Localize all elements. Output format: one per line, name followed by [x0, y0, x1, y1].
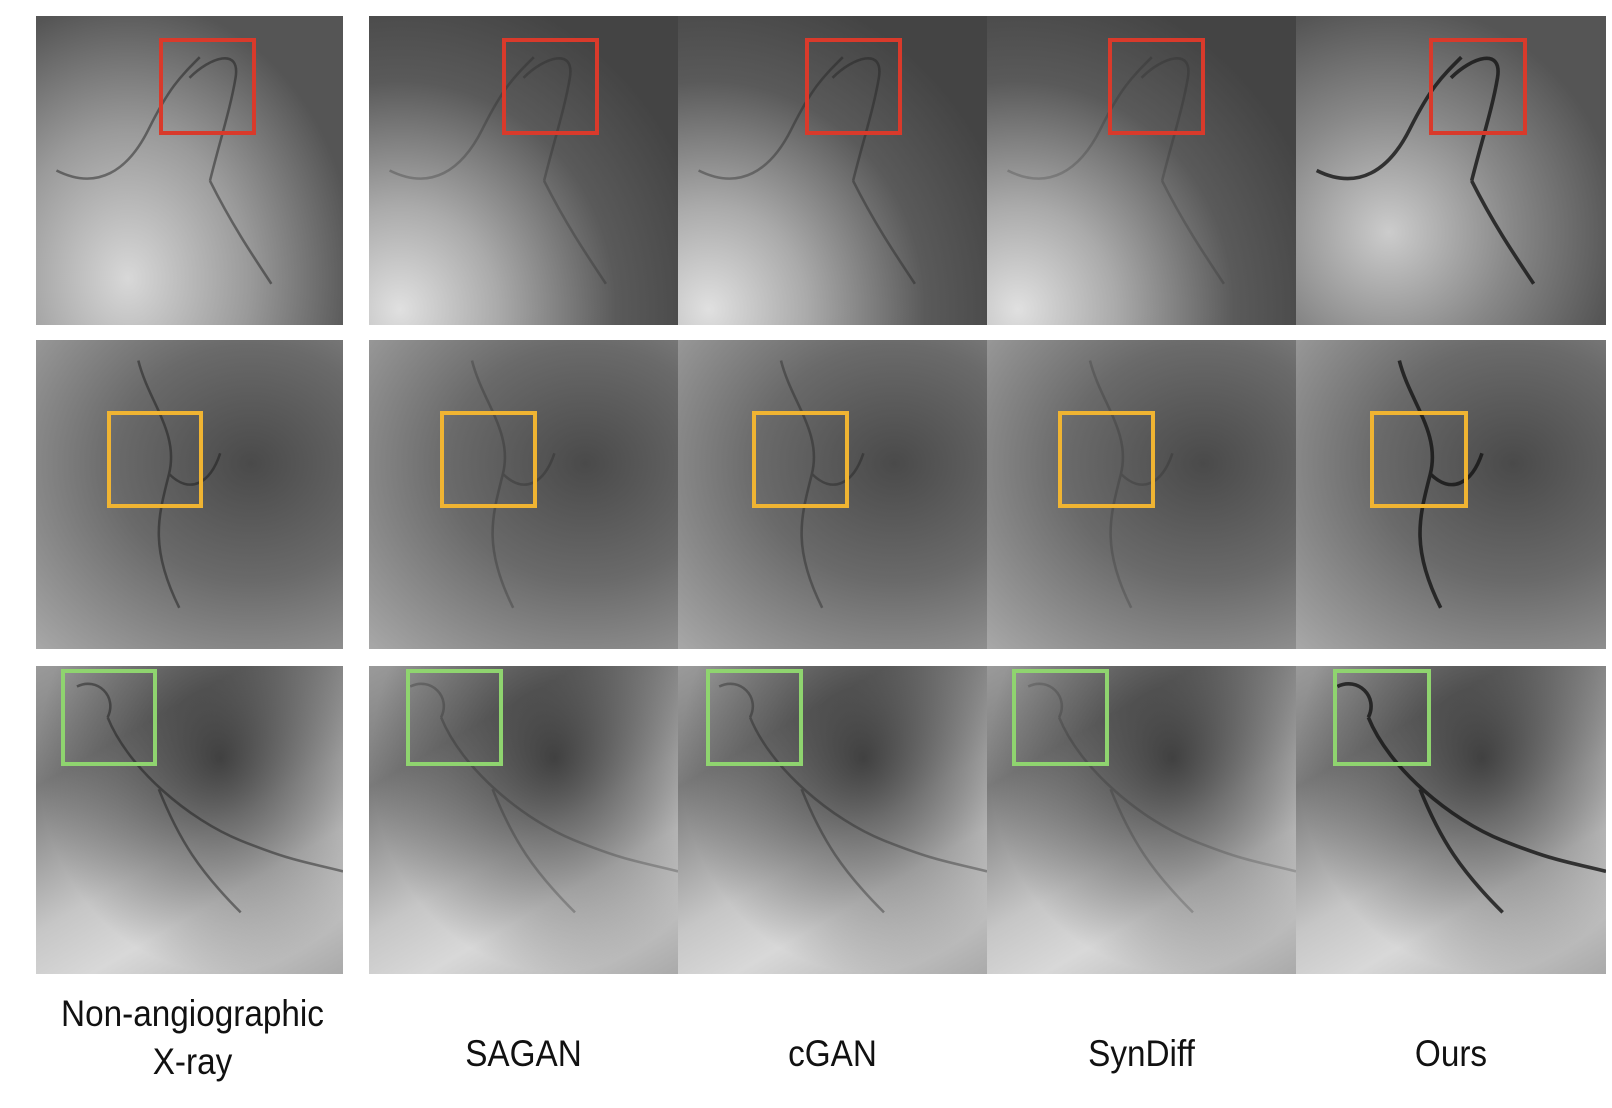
vessel-overlay: [137, 360, 222, 609]
vessel-path: [137, 360, 222, 609]
xray-panel-cgan-row-3: [678, 666, 987, 974]
region-highlight-box: [1370, 411, 1469, 509]
vessel-overlay: [1336, 682, 1606, 914]
region-highlight-box: [440, 411, 538, 509]
region-highlight-box: [158, 37, 256, 135]
vessel-overlay: [698, 56, 916, 285]
region-highlight-box: [1429, 37, 1527, 135]
xray-panel-sagan-row-3: [369, 666, 678, 974]
vessel-path: [470, 360, 556, 609]
vessel-overlay: [76, 682, 343, 914]
xray-panel-syndiff-row-1: [987, 16, 1296, 325]
region-highlight-box: [1011, 669, 1110, 767]
vessel-overlay: [470, 360, 556, 609]
vessel-path: [76, 682, 343, 914]
column-label-ours: Ours: [1414, 1033, 1488, 1074]
vessel-overlay: [1088, 360, 1174, 609]
region-highlight-box: [60, 669, 158, 767]
region-highlight-box: [705, 669, 804, 767]
xray-panel-ours-row-1: [1296, 16, 1606, 325]
xray-panel-input-row-1: [36, 16, 343, 325]
vessel-path: [1315, 55, 1536, 285]
vessel-path: [409, 682, 678, 914]
region-highlight-box: [501, 37, 600, 135]
vessel-path: [698, 56, 916, 285]
vessel-overlay: [1007, 56, 1225, 285]
vessel-overlay: [55, 56, 273, 285]
region-highlight-box: [804, 37, 903, 135]
vessel-path: [779, 360, 865, 609]
region-highlight-box: [752, 411, 850, 509]
region-highlight-box: [1333, 669, 1431, 767]
vessel-overlay: [718, 682, 987, 914]
vessel-path: [55, 56, 273, 285]
column-label-syndiff: SynDiff: [1088, 1033, 1195, 1074]
xray-panel-sagan-row-2: [369, 340, 678, 649]
xray-panel-cgan-row-1: [678, 16, 987, 325]
vessel-path: [1027, 682, 1296, 914]
column-label-sagan: SAGAN: [465, 1033, 582, 1074]
column-label-cgan: cGAN: [788, 1033, 877, 1074]
vessel-overlay: [409, 682, 678, 914]
xray-panel-cgan-row-2: [678, 340, 987, 649]
xray-panel-sagan-row-1: [369, 16, 678, 325]
vessel-overlay: [779, 360, 865, 609]
region-highlight-box: [406, 669, 504, 767]
vessel-path: [718, 682, 987, 914]
label-text: Non-angiographic X-ray: [61, 993, 324, 1082]
vessel-path: [1088, 360, 1174, 609]
xray-panel-syndiff-row-2: [987, 340, 1296, 649]
vessel-path: [1007, 56, 1225, 285]
vessel-path: [389, 56, 607, 285]
vessel-path: [1397, 360, 1484, 609]
region-highlight-box: [1107, 37, 1205, 135]
xray-panel-input-row-3: [36, 666, 343, 974]
xray-panel-ours-row-2: [1296, 340, 1606, 649]
vessel-overlay: [1397, 360, 1484, 609]
vessel-overlay: [389, 56, 607, 285]
xray-panel-input-row-2: [36, 340, 343, 649]
vessel-overlay: [1315, 55, 1536, 285]
vessel-path: [1336, 682, 1606, 914]
xray-panel-ours-row-3: [1296, 666, 1606, 974]
region-highlight-box: [1058, 411, 1156, 509]
column-label-input: Non-angiographic X-ray: [19, 990, 366, 1086]
region-highlight-box: [106, 411, 204, 509]
vessel-overlay: [1027, 682, 1296, 914]
xray-panel-syndiff-row-3: [987, 666, 1296, 974]
